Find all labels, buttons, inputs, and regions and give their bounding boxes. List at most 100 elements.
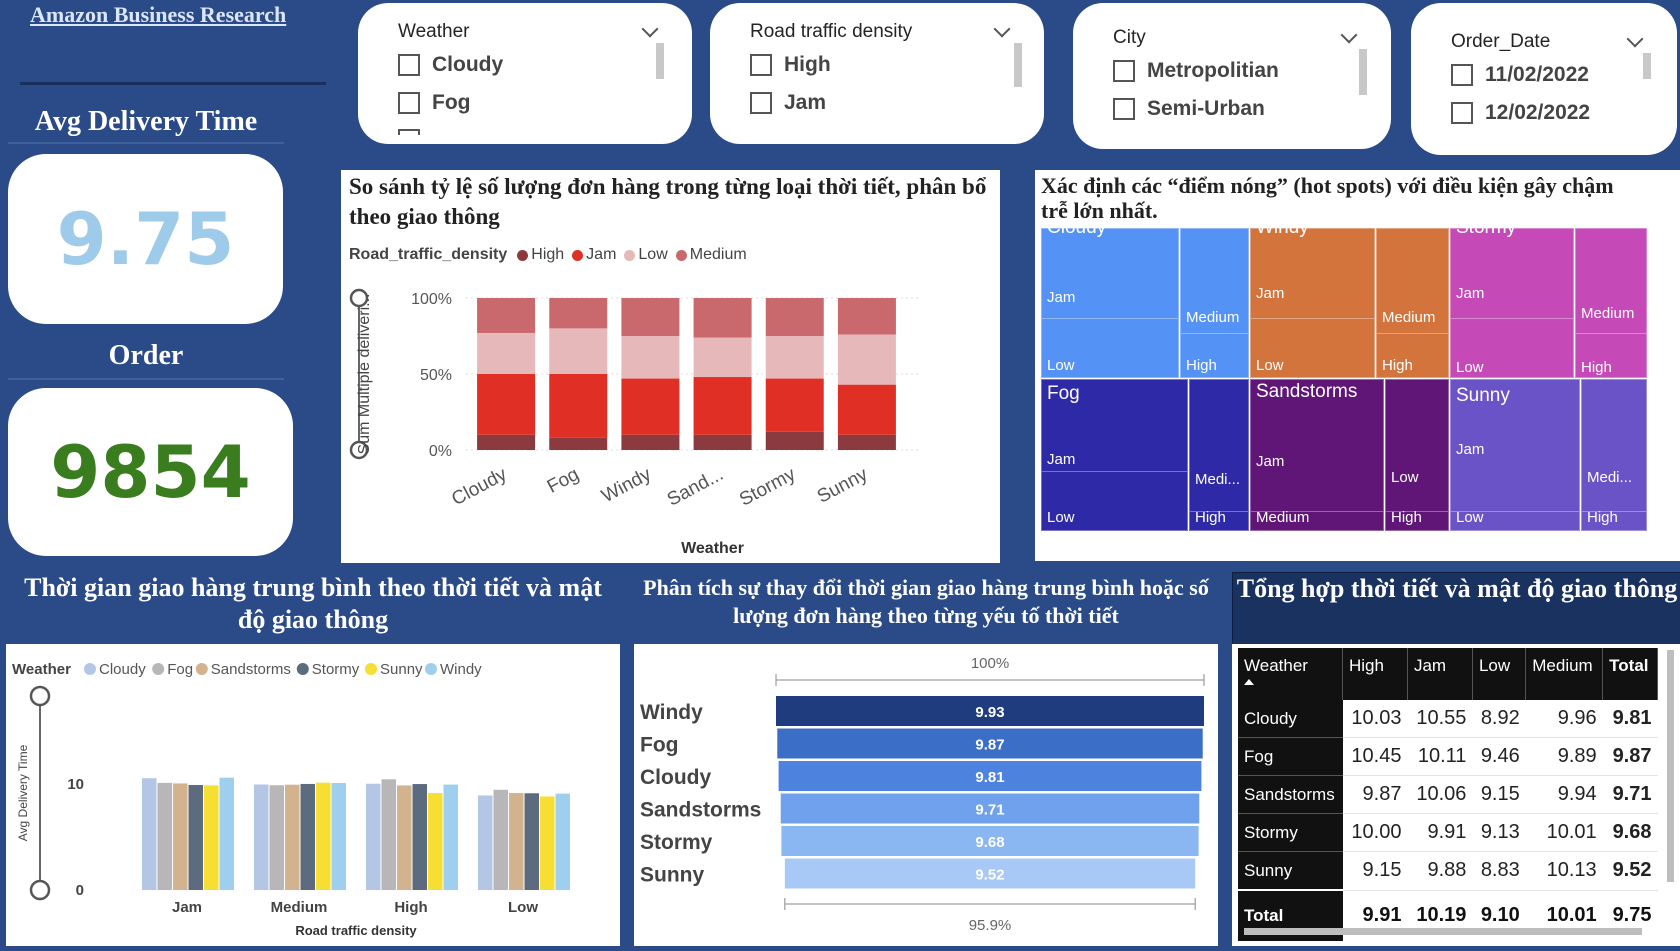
treemap-cell[interactable] bbox=[1450, 318, 1574, 378]
treemap-cell[interactable] bbox=[1189, 379, 1249, 531]
bar-windy bbox=[443, 784, 458, 890]
checkbox-icon[interactable] bbox=[750, 92, 772, 114]
treemap-cell[interactable] bbox=[1450, 511, 1580, 531]
bar-segment-medium bbox=[837, 298, 896, 335]
value-cell: 10.13 bbox=[1525, 851, 1603, 891]
order-date-slicer[interactable]: Order_Date 11/02/2022 12/02/2022 bbox=[1411, 3, 1677, 155]
value-cell: 10.00 bbox=[1342, 813, 1408, 852]
clustered-bar-chart[interactable]: Weather Cloudy Fog Sandstorms Stormy Sunny Win… bbox=[6, 644, 620, 946]
bottom-left-title: Thời gian giao hàng trung bình theo thời… bbox=[24, 573, 602, 634]
stacked-bar-chart[interactable]: Sum Multiple deliveri... 0% 50% 100% Cloudy F… bbox=[341, 270, 1000, 563]
traffic-option-jam[interactable]: Jam bbox=[750, 91, 826, 115]
bar-windy bbox=[331, 782, 346, 890]
table-row[interactable]: Sandstorms 9.87 10.06 9.15 9.94 9.71 bbox=[1238, 775, 1658, 814]
treemap-label: Jam bbox=[1047, 451, 1076, 468]
traffic-option-high[interactable]: High bbox=[750, 53, 831, 77]
value-cell: 9.88 bbox=[1407, 851, 1473, 891]
treemap-title-line1: Xác định các “điểm nóng” (hot spots) với… bbox=[1041, 173, 1614, 198]
treemap-cell[interactable] bbox=[1189, 511, 1249, 531]
checkbox-icon[interactable] bbox=[750, 54, 772, 76]
treemap[interactable]: Cloudy Jam Low Medium High Windy Jam Low Medium H… bbox=[1041, 217, 1680, 558]
funnel-top-label: 100% bbox=[971, 655, 1009, 672]
bar-cloudy bbox=[366, 783, 381, 890]
table-row[interactable]: Sunny 9.15 9.88 8.83 10.13 9.52 bbox=[1238, 851, 1658, 891]
sort-ascending-icon[interactable] bbox=[1244, 679, 1254, 685]
legend-dot-jam bbox=[572, 249, 584, 261]
weather-option-fog[interactable]: Fog bbox=[398, 91, 470, 115]
weather-slicer[interactable]: Weather Cloudy Fog bbox=[358, 3, 692, 144]
value-cell: 10.55 bbox=[1407, 700, 1473, 738]
weather-traffic-matrix[interactable]: Weather High Jam Low Medium Total Cloudy 10.03 1… bbox=[1238, 648, 1658, 941]
funnel-chart[interactable]: 100% 9.93 Windy 9.87 Fog 9.81 Cloudy 9.71 Sandst… bbox=[634, 644, 1218, 946]
total-value-cell: 9.91 bbox=[1362, 904, 1402, 927]
slicer-scrollbar[interactable] bbox=[656, 43, 664, 79]
legend-stormy: Stormy bbox=[312, 661, 360, 678]
treemap-cell[interactable] bbox=[1250, 318, 1375, 378]
legend-high: High bbox=[531, 246, 565, 263]
treemap-cell[interactable] bbox=[1250, 511, 1384, 531]
chevron-down-icon[interactable] bbox=[1340, 26, 1358, 44]
traffic-slicer[interactable]: Road traffic density High Jam bbox=[710, 3, 1044, 144]
table-row[interactable]: Cloudy 10.03 10.55 8.92 9.96 9.81 bbox=[1238, 700, 1658, 738]
city-slicer[interactable]: City Metropolitian Semi-Urban bbox=[1073, 3, 1391, 149]
legend-dot-fog bbox=[152, 663, 165, 675]
treemap-label: Medium bbox=[1581, 305, 1635, 322]
value-cell: 9.91 bbox=[1407, 813, 1473, 852]
treemap-cell[interactable] bbox=[1450, 379, 1580, 531]
slicer-scrollbar[interactable] bbox=[1643, 53, 1651, 79]
matrix-scrollbar[interactable] bbox=[1667, 650, 1674, 882]
funnel-bottom-label: 95.9% bbox=[969, 917, 1012, 934]
slicer-scrollbar[interactable] bbox=[1014, 43, 1022, 87]
treemap-cell[interactable] bbox=[1575, 333, 1647, 378]
brand-title[interactable]: Amazon Business Research bbox=[30, 2, 287, 27]
value-cell: 9.68 bbox=[1602, 813, 1658, 852]
treemap-cell[interactable] bbox=[1581, 511, 1647, 531]
funnel-value-label: 9.71 bbox=[975, 802, 1004, 819]
funnel-bar bbox=[781, 826, 1199, 856]
checkbox-icon[interactable] bbox=[1451, 102, 1473, 124]
matrix-h-scrollbar[interactable] bbox=[1244, 928, 1642, 935]
table-row[interactable]: Stormy 10.00 9.91 9.13 10.01 9.68 bbox=[1238, 813, 1658, 852]
matrix-header-cell: High bbox=[1342, 648, 1408, 700]
slicer-scrollbar[interactable] bbox=[1359, 49, 1367, 95]
total-value-cell: 9.75 bbox=[1612, 904, 1652, 927]
treemap-cell[interactable] bbox=[1581, 379, 1647, 531]
legend-dot-low bbox=[624, 249, 636, 261]
legend-jam: Jam bbox=[586, 246, 617, 263]
y-tick-label: 0% bbox=[429, 443, 452, 460]
legend-dot-sandstorms bbox=[195, 663, 208, 675]
value-cell: 9.52 bbox=[1602, 851, 1658, 891]
checkbox-icon[interactable] bbox=[398, 92, 420, 114]
legend-dot-high bbox=[517, 249, 529, 261]
chevron-down-icon[interactable] bbox=[993, 20, 1011, 38]
chevron-down-icon[interactable] bbox=[1626, 30, 1644, 48]
treemap-cell[interactable] bbox=[1041, 318, 1179, 378]
bar-windy bbox=[219, 777, 234, 890]
bar-segment-high bbox=[477, 434, 536, 450]
city-option-semi-urban[interactable]: Semi-Urban bbox=[1113, 97, 1265, 121]
checkbox-icon[interactable] bbox=[398, 54, 420, 76]
treemap-cell[interactable] bbox=[1385, 511, 1449, 531]
weather-option-cloudy[interactable]: Cloudy bbox=[398, 53, 503, 77]
x-tick-label: Sand... bbox=[664, 464, 727, 511]
treemap-cell[interactable] bbox=[1376, 333, 1449, 378]
bar-sunny bbox=[428, 793, 443, 890]
chevron-down-icon[interactable] bbox=[641, 20, 659, 38]
order-date-option-1[interactable]: 11/02/2022 bbox=[1451, 63, 1589, 87]
weather-slicer-title: Weather bbox=[398, 21, 470, 42]
treemap-label: Sandstorms bbox=[1256, 381, 1358, 402]
bar-sandstorms bbox=[173, 783, 188, 890]
order-date-option-2[interactable]: 12/02/2022 bbox=[1451, 101, 1590, 125]
checkbox-icon[interactable] bbox=[1113, 60, 1135, 82]
funnel-category-label: Sunny bbox=[640, 864, 704, 887]
treemap-cell[interactable] bbox=[1385, 379, 1449, 531]
treemap-cell[interactable] bbox=[1250, 379, 1384, 531]
treemap-cell[interactable] bbox=[1041, 471, 1188, 531]
city-option-metropolitian[interactable]: Metropolitian bbox=[1113, 59, 1279, 83]
table-row[interactable]: Fog 10.45 10.11 9.46 9.89 9.87 bbox=[1238, 737, 1658, 776]
checkbox-icon[interactable] bbox=[1113, 98, 1135, 120]
x-axis-label: Road traffic density bbox=[295, 923, 417, 938]
treemap-cell[interactable] bbox=[1180, 333, 1249, 378]
funnel-category-label: Fog bbox=[640, 734, 678, 757]
checkbox-icon[interactable] bbox=[1451, 64, 1473, 86]
